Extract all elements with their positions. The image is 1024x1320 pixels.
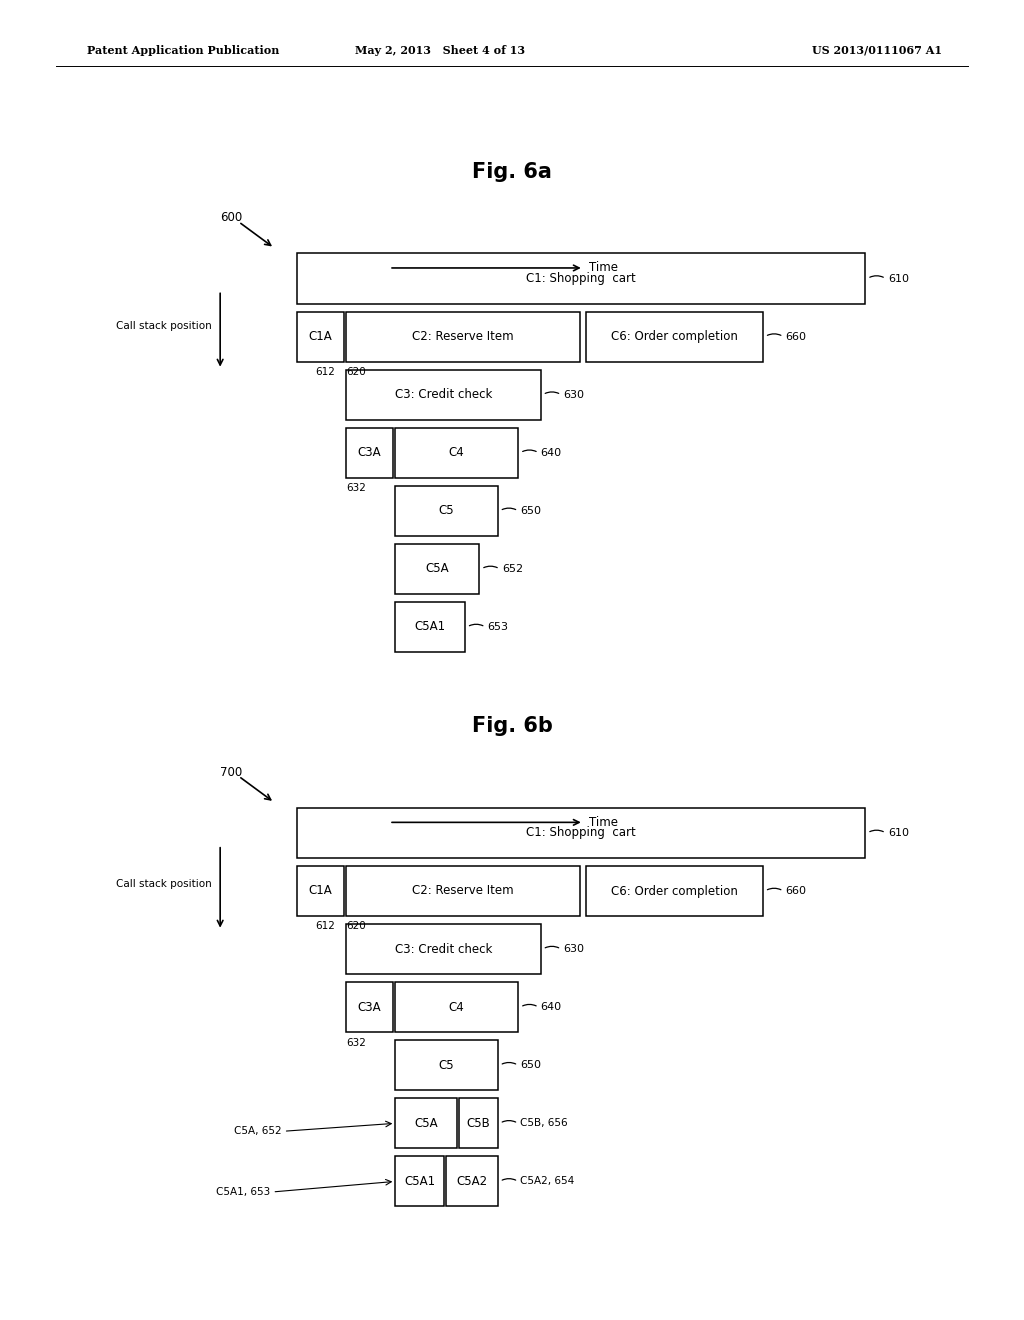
Text: C3: Credit check: C3: Credit check <box>394 388 493 401</box>
Bar <box>297 808 865 858</box>
Bar <box>346 370 541 420</box>
Text: C1A: C1A <box>308 884 333 898</box>
Text: 630: 630 <box>563 389 585 400</box>
Text: C4: C4 <box>449 446 465 459</box>
Text: Call stack position: Call stack position <box>116 321 212 331</box>
Text: US 2013/0111067 A1: US 2013/0111067 A1 <box>812 45 942 55</box>
Text: 700: 700 <box>220 766 243 779</box>
Bar <box>586 866 763 916</box>
Text: C5A, 652: C5A, 652 <box>233 1126 282 1137</box>
Text: 620: 620 <box>346 367 367 378</box>
Bar <box>297 866 344 916</box>
Bar <box>297 312 344 362</box>
Text: Fig. 6a: Fig. 6a <box>472 161 552 182</box>
Text: C3A: C3A <box>357 1001 382 1014</box>
Text: 632: 632 <box>346 1038 367 1048</box>
Text: C5A1: C5A1 <box>415 620 445 634</box>
Bar <box>395 1098 457 1148</box>
Text: C5A1, 653: C5A1, 653 <box>216 1187 270 1197</box>
Text: 612: 612 <box>315 367 336 378</box>
Bar <box>395 486 498 536</box>
Text: 620: 620 <box>346 921 367 932</box>
Bar <box>395 1040 498 1090</box>
Text: C3A: C3A <box>357 446 382 459</box>
Text: 660: 660 <box>785 331 807 342</box>
Text: 660: 660 <box>785 886 807 896</box>
Bar <box>395 602 465 652</box>
Text: Time: Time <box>589 261 617 275</box>
Bar <box>459 1098 498 1148</box>
Text: 653: 653 <box>487 622 509 632</box>
Text: Call stack position: Call stack position <box>116 879 212 890</box>
Text: 640: 640 <box>541 447 562 458</box>
Text: May 2, 2013   Sheet 4 of 13: May 2, 2013 Sheet 4 of 13 <box>355 45 525 55</box>
Text: 600: 600 <box>220 211 243 224</box>
Text: C5A1: C5A1 <box>404 1175 435 1188</box>
Text: C6: Order completion: C6: Order completion <box>611 330 737 343</box>
Text: 652: 652 <box>502 564 523 574</box>
Text: C5A: C5A <box>414 1117 438 1130</box>
Text: C5A2: C5A2 <box>457 1175 487 1188</box>
Text: C5: C5 <box>438 504 455 517</box>
Bar <box>346 312 580 362</box>
Text: C3: Credit check: C3: Credit check <box>394 942 493 956</box>
Text: C5A: C5A <box>425 562 450 576</box>
Text: Time: Time <box>589 816 617 829</box>
Text: C5B, 656: C5B, 656 <box>520 1118 568 1129</box>
Text: C6: Order completion: C6: Order completion <box>611 884 737 898</box>
Text: 610: 610 <box>888 273 909 284</box>
Text: C5A2, 654: C5A2, 654 <box>520 1176 574 1187</box>
Text: 650: 650 <box>520 1060 542 1071</box>
Bar <box>346 866 580 916</box>
Text: C1: Shopping  cart: C1: Shopping cart <box>526 826 636 840</box>
Bar <box>346 428 393 478</box>
Text: C5: C5 <box>438 1059 455 1072</box>
Bar <box>395 544 479 594</box>
Text: C2: Reserve Item: C2: Reserve Item <box>412 330 514 343</box>
Text: C1A: C1A <box>308 330 333 343</box>
Text: C1: Shopping  cart: C1: Shopping cart <box>526 272 636 285</box>
Text: C4: C4 <box>449 1001 465 1014</box>
Bar <box>446 1156 498 1206</box>
Text: 640: 640 <box>541 1002 562 1012</box>
Text: C5B: C5B <box>466 1117 490 1130</box>
Bar <box>395 1156 444 1206</box>
Bar <box>395 428 518 478</box>
Text: 610: 610 <box>888 828 909 838</box>
Text: C2: Reserve Item: C2: Reserve Item <box>412 884 514 898</box>
Bar <box>297 253 865 304</box>
Text: 650: 650 <box>520 506 542 516</box>
Bar <box>346 982 393 1032</box>
Bar <box>395 982 518 1032</box>
Text: Patent Application Publication: Patent Application Publication <box>87 45 280 55</box>
Text: 630: 630 <box>563 944 585 954</box>
Text: Fig. 6b: Fig. 6b <box>472 715 552 737</box>
Bar <box>586 312 763 362</box>
Text: 612: 612 <box>315 921 336 932</box>
Bar <box>346 924 541 974</box>
Text: 632: 632 <box>346 483 367 494</box>
